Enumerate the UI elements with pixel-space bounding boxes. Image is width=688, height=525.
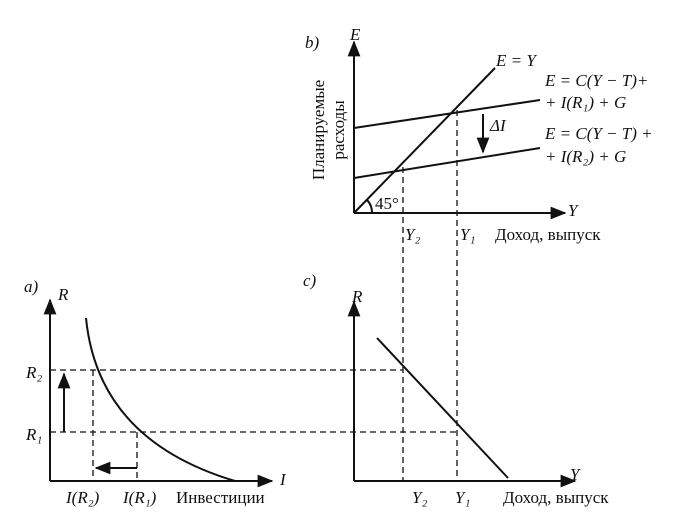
- line-label: E = C(Y − T)+: [544, 71, 648, 90]
- line-label: E = Y: [495, 51, 537, 70]
- axis-label: Y: [570, 465, 581, 484]
- line-label: + I(R₂) + G: [545, 147, 626, 166]
- axis-title: Доход, выпуск: [503, 488, 609, 507]
- axis-label: E: [349, 25, 361, 44]
- tick-label: R₂: [25, 363, 42, 382]
- line-label: E = C(Y − T) +: [544, 124, 653, 143]
- panel-a: a) R R₂ R₁ I I(R₂) I(R₁) Инвестиции: [24, 277, 287, 507]
- lower-line: [353, 147, 541, 179]
- axis-title: Доход, выпуск: [495, 225, 601, 244]
- tick-label: R₁: [25, 425, 42, 444]
- tick-label: Y₂: [412, 488, 427, 507]
- axis-label: R: [57, 285, 69, 304]
- tick-label: I(R₂): [65, 488, 100, 507]
- shift-label: ΔI: [489, 116, 507, 135]
- investment-curve: [85, 317, 236, 482]
- panel-c: c) R Y Y₂ Y₁ Доход, выпуск: [303, 271, 609, 507]
- tick-label: Y₁: [455, 488, 470, 507]
- y-title: Планируемые расходы: [309, 80, 348, 180]
- tick-label: Y₁: [460, 225, 475, 244]
- y-title-line: расходы: [329, 100, 348, 160]
- upper-line: [353, 99, 541, 129]
- axis-title: Инвестиции: [176, 488, 265, 507]
- tick-label: I(R₁): [122, 488, 157, 507]
- line-label: + I(R₁) + G: [545, 93, 626, 112]
- is-curve: [376, 337, 509, 479]
- panel-label: b): [305, 33, 320, 52]
- angle-label: 45°: [375, 194, 399, 213]
- angle-arc: [366, 199, 373, 214]
- tick-label: Y₂: [405, 225, 420, 244]
- axis-label: R: [351, 287, 363, 306]
- axis-label: I: [279, 470, 287, 489]
- panel-label: c): [303, 271, 317, 290]
- line-45: [353, 67, 496, 214]
- axis-label: Y: [568, 201, 579, 220]
- y-title-line: Планируемые: [309, 80, 328, 180]
- panel-label: a): [24, 277, 39, 296]
- panel-b: b) E Планируемые расходы E = Y E = C(Y −…: [305, 25, 653, 244]
